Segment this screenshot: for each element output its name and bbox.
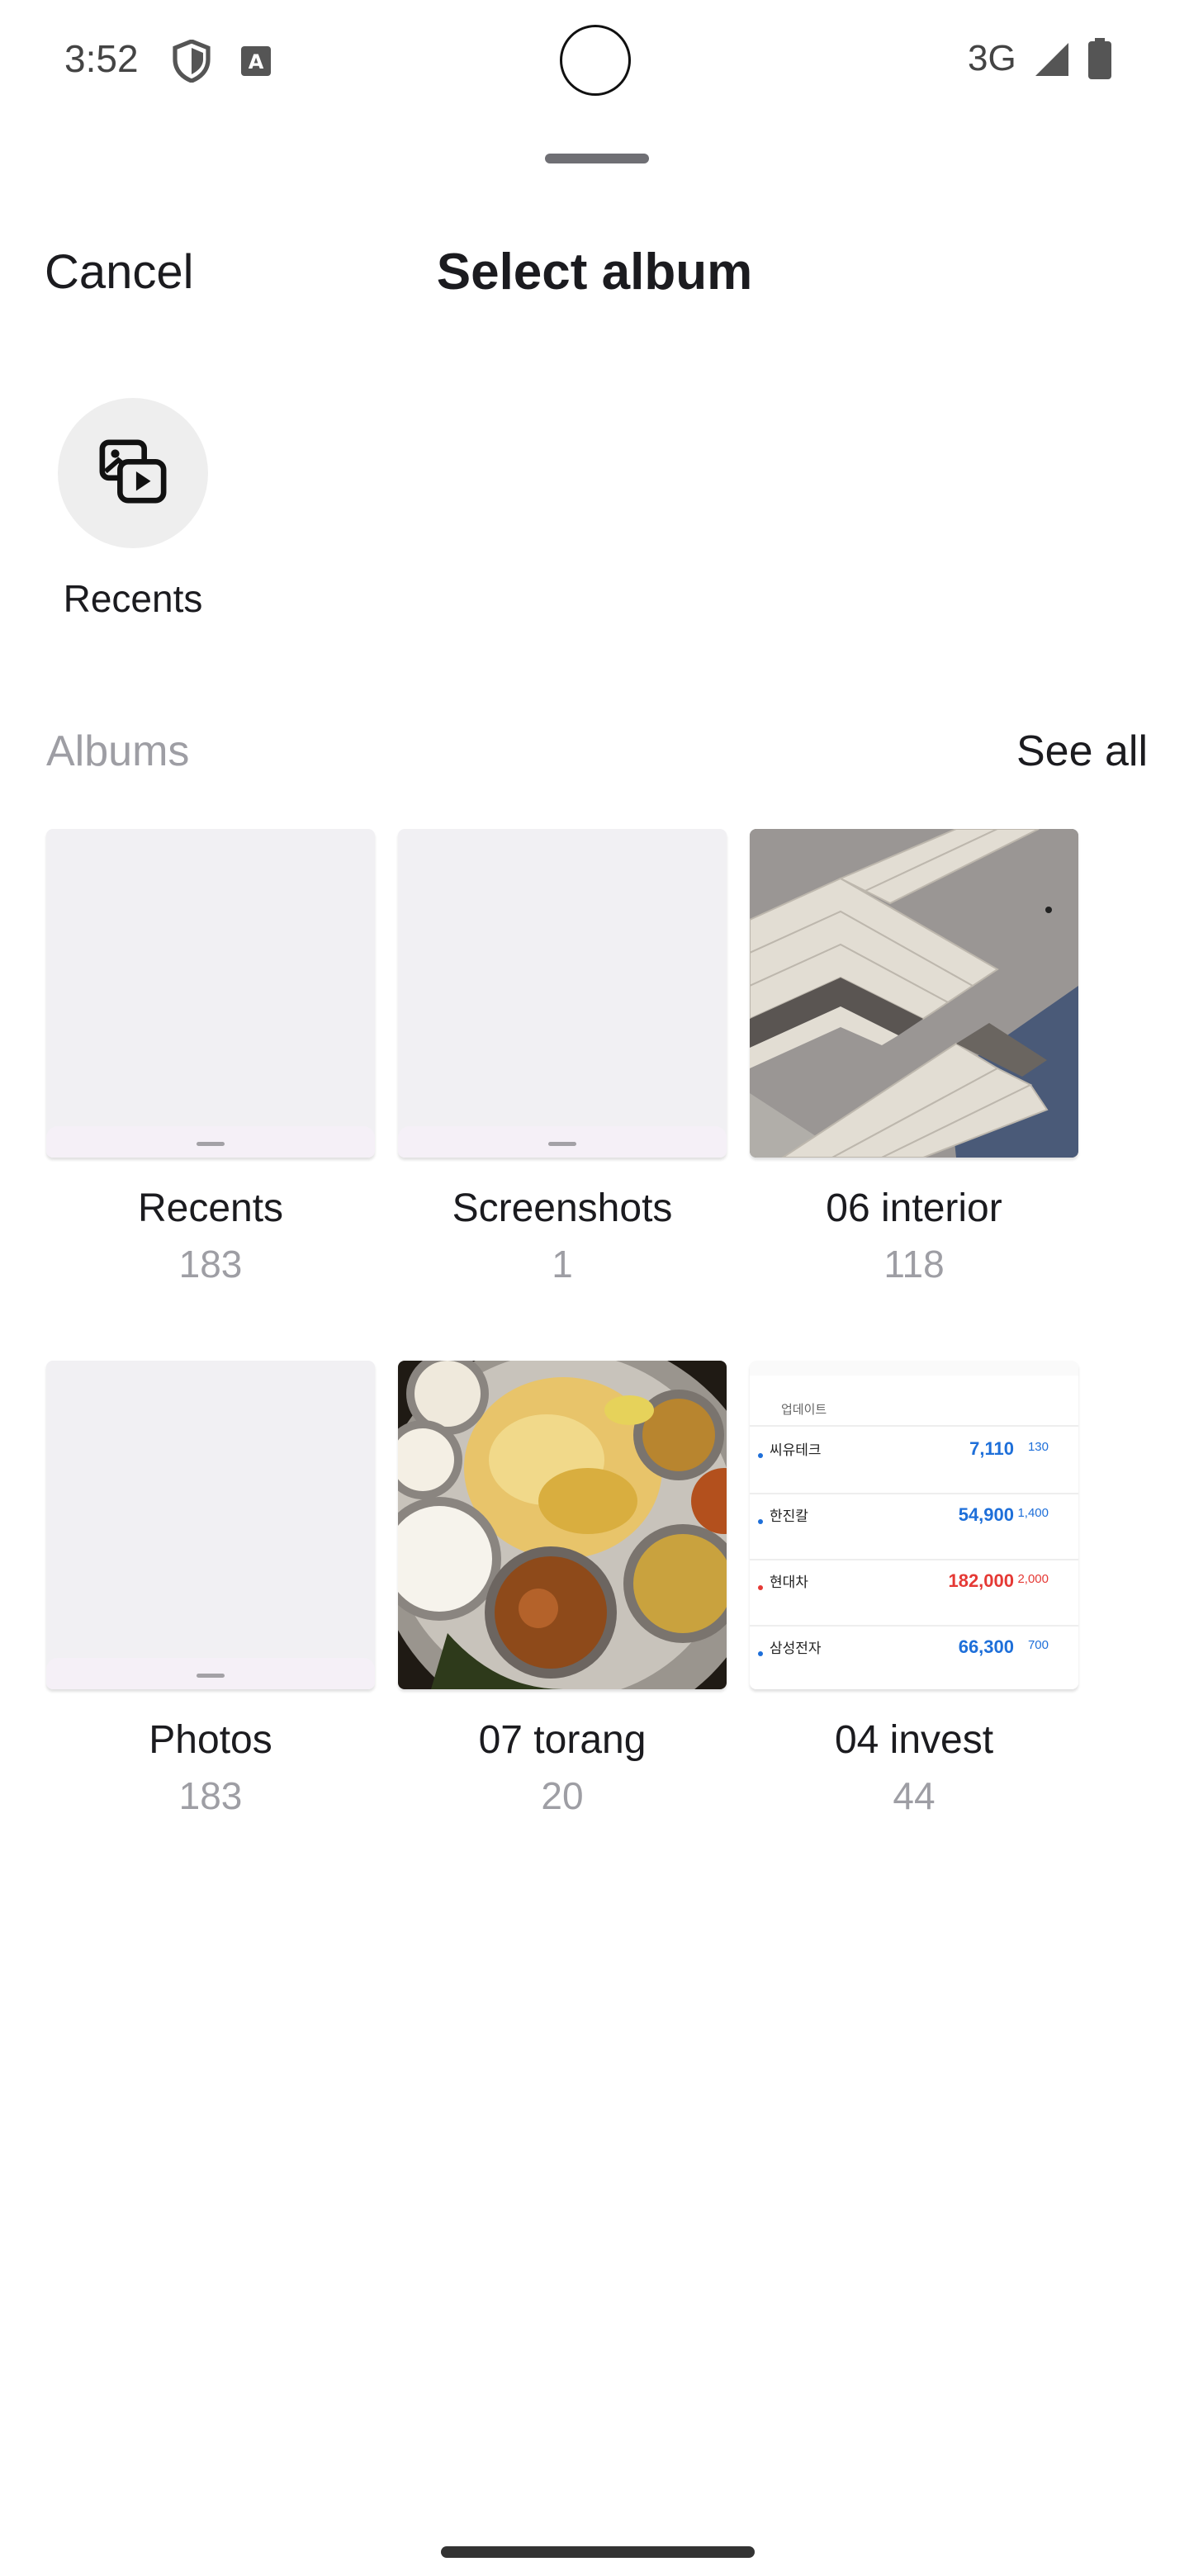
stock-row: 한진칼 54,900 1,400 bbox=[750, 1496, 1078, 1560]
network-type: 3G bbox=[968, 38, 1016, 78]
svg-text:A: A bbox=[249, 50, 264, 73]
stock-header bbox=[750, 1361, 1078, 1376]
album-thumbnail-placeholder[interactable] bbox=[398, 829, 727, 1158]
stock-tab-label: 업데이트 bbox=[781, 1402, 827, 1417]
text-a-icon: A bbox=[239, 45, 272, 82]
placeholder-handle bbox=[197, 1674, 225, 1678]
albums-section-header: Albums bbox=[46, 727, 190, 775]
stock-delta: 1,400 bbox=[1017, 1506, 1049, 1520]
placeholder-handle bbox=[197, 1142, 225, 1146]
trend-marker bbox=[758, 1651, 763, 1656]
album-name: Recents bbox=[137, 1186, 284, 1230]
stock-price: 54,900 bbox=[958, 1504, 1014, 1525]
album-count: 118 bbox=[883, 1243, 945, 1286]
album-name: 07 torang bbox=[478, 1718, 647, 1762]
indian-food-platter-photo[interactable] bbox=[398, 1361, 727, 1689]
photo-video-icon bbox=[97, 436, 168, 511]
album-card-04-invest[interactable]: 업데이트 씨유테크 7,110 130 한진칼 54,900 1,400 현대차… bbox=[750, 1361, 1078, 1840]
album-name: Screenshots bbox=[452, 1186, 673, 1230]
stock-row: 삼성전자 66,300 700 bbox=[750, 1628, 1078, 1689]
album-name: Photos bbox=[149, 1718, 272, 1762]
stock-name: 씨유테크 bbox=[770, 1442, 822, 1459]
sheet-title: Select album bbox=[436, 244, 753, 301]
stock-delta: 2,000 bbox=[1017, 1572, 1049, 1586]
see-all-button[interactable]: See all bbox=[1016, 727, 1148, 775]
album-thumbnail-placeholder[interactable] bbox=[46, 1361, 375, 1689]
battery-icon bbox=[1088, 38, 1111, 83]
stock-delta: 130 bbox=[1027, 1440, 1049, 1454]
stock-price: 7,110 bbox=[969, 1438, 1014, 1459]
stock-row: 현대차 182,000 2,000 bbox=[750, 1562, 1078, 1627]
home-indicator[interactable] bbox=[441, 2546, 755, 2558]
stock-toolbar: 업데이트 bbox=[750, 1390, 1078, 1427]
album-thumbnail-placeholder[interactable] bbox=[46, 829, 375, 1158]
cancel-button[interactable]: Cancel bbox=[45, 245, 194, 299]
status-bar: 3:52 A 3G bbox=[0, 0, 1189, 119]
trend-marker bbox=[758, 1585, 763, 1590]
album-card-06-interior[interactable]: 06 interior 118 bbox=[750, 829, 1078, 1308]
placeholder-handle bbox=[548, 1142, 576, 1146]
album-count: 183 bbox=[178, 1243, 243, 1286]
signal-icon bbox=[1034, 41, 1070, 82]
stock-name: 한진칼 bbox=[770, 1508, 808, 1525]
trend-marker bbox=[758, 1519, 763, 1524]
album-count: 44 bbox=[893, 1774, 936, 1817]
album-count: 20 bbox=[541, 1774, 584, 1817]
stock-name: 삼성전자 bbox=[770, 1641, 822, 1657]
stock-price: 182,000 bbox=[948, 1570, 1014, 1591]
trend-marker bbox=[758, 1453, 763, 1458]
sheet-drag-handle[interactable] bbox=[545, 154, 649, 163]
camera-cutout bbox=[560, 25, 631, 96]
album-card-07-torang[interactable]: 07 torang 20 bbox=[398, 1361, 727, 1840]
recents-shortcut-label: Recents bbox=[63, 577, 203, 620]
album-card-recents[interactable]: Recents 183 bbox=[46, 829, 375, 1308]
album-name: 06 interior bbox=[826, 1186, 1002, 1230]
album-card-photos[interactable]: Photos 183 bbox=[46, 1361, 375, 1840]
status-time: 3:52 bbox=[64, 37, 139, 80]
stock-price: 66,300 bbox=[958, 1636, 1014, 1657]
stock-list-screenshot[interactable]: 업데이트 씨유테크 7,110 130 한진칼 54,900 1,400 현대차… bbox=[750, 1361, 1078, 1689]
shield-icon bbox=[172, 39, 211, 87]
album-count: 1 bbox=[552, 1243, 573, 1286]
herringbone-floor-photo[interactable] bbox=[750, 829, 1078, 1158]
album-name: 04 invest bbox=[834, 1718, 994, 1762]
recents-shortcut-circle[interactable] bbox=[58, 398, 208, 548]
recents-shortcut[interactable]: Recents bbox=[41, 395, 223, 642]
stock-row: 씨유테크 7,110 130 bbox=[750, 1430, 1078, 1494]
album-count: 183 bbox=[178, 1774, 243, 1817]
stock-name: 현대차 bbox=[770, 1574, 808, 1591]
album-card-screenshots[interactable]: Screenshots 1 bbox=[398, 829, 727, 1308]
stock-delta: 700 bbox=[1027, 1638, 1049, 1652]
